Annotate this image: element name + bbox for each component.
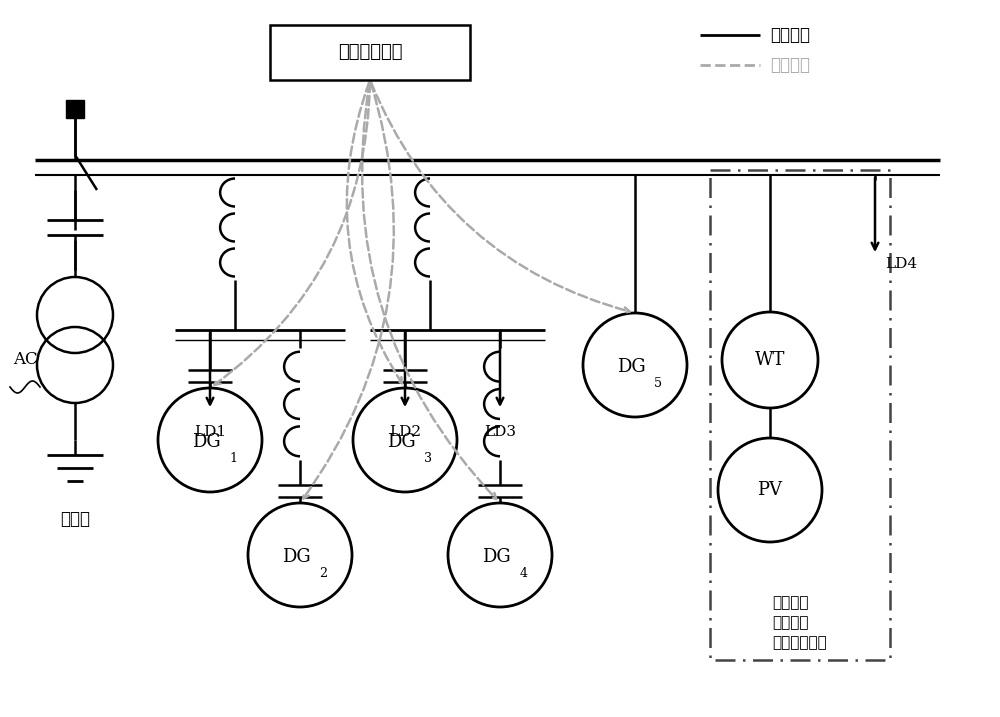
Text: LD2: LD2	[389, 425, 421, 439]
Text: PV: PV	[758, 481, 782, 499]
Text: 通信联系: 通信联系	[770, 56, 810, 74]
Text: DG: DG	[192, 433, 220, 451]
Text: DG: DG	[482, 548, 510, 566]
Text: 5: 5	[654, 376, 662, 390]
Text: WT: WT	[755, 351, 785, 369]
Bar	[710, 170, 890, 660]
Text: AC: AC	[13, 351, 37, 369]
Text: LD1: LD1	[194, 425, 226, 439]
Text: 2: 2	[319, 566, 327, 580]
Text: 4: 4	[519, 566, 527, 580]
Text: 1: 1	[229, 452, 237, 465]
Text: DG: DG	[617, 358, 645, 376]
Bar	[270, 25, 470, 80]
Text: 主电网: 主电网	[60, 510, 90, 528]
Text: DG: DG	[387, 433, 415, 451]
Text: 控制器智能体: 控制器智能体	[338, 44, 402, 62]
Text: 风力发电
光伏发电
等不可控电源: 风力发电 光伏发电 等不可控电源	[773, 595, 827, 650]
Bar	[66, 100, 84, 118]
Text: LD4: LD4	[885, 257, 917, 271]
Text: LD3: LD3	[484, 425, 516, 439]
Text: 电气联系: 电气联系	[770, 26, 810, 44]
Text: DG: DG	[282, 548, 310, 566]
Text: 3: 3	[424, 452, 432, 465]
